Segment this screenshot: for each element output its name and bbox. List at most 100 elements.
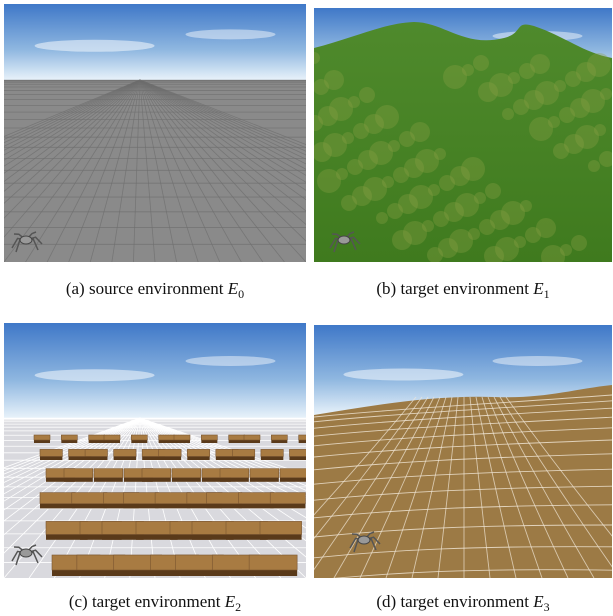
grass-patch [559, 107, 575, 123]
tile [63, 468, 94, 478]
tile [113, 449, 137, 457]
grid-line [139, 79, 306, 165]
grid-line [139, 79, 306, 183]
grass-patch [490, 210, 510, 230]
caption-symbol: E [533, 592, 544, 611]
grass-patch [434, 148, 446, 160]
grass-patch [565, 71, 581, 87]
tile [279, 468, 306, 478]
terrain-line [487, 396, 569, 578]
tile [171, 468, 202, 478]
tile [141, 468, 172, 478]
grass-patch [588, 160, 600, 172]
grid-line [4, 79, 141, 204]
tile-side [123, 503, 159, 509]
robot-body [337, 235, 351, 245]
terrain-line [314, 468, 612, 485]
tile-side [186, 503, 223, 509]
grass-patch [536, 218, 556, 238]
terrain-line [314, 524, 612, 538]
grid-line [4, 79, 141, 151]
caption-label: (a) [65, 279, 85, 298]
grass-patch [468, 228, 480, 240]
scene-image [4, 323, 306, 578]
caption: (d) target environment E3 [310, 592, 613, 615]
grass-patch [415, 149, 439, 173]
grass-patch [342, 132, 354, 144]
tile [289, 449, 306, 457]
terrain [314, 385, 612, 578]
terrain-line [314, 416, 612, 437]
terrain-line [481, 396, 543, 578]
tile [131, 434, 148, 441]
grass-patch [324, 70, 344, 90]
tile-side [238, 503, 274, 509]
robot-body [19, 548, 33, 558]
tile-side [46, 534, 88, 540]
grass-patch [525, 227, 541, 243]
grid-line [139, 79, 221, 262]
grass-patch [570, 98, 590, 118]
grass-patch [455, 193, 479, 217]
grass-patch [553, 143, 569, 159]
tile-side [64, 477, 93, 482]
grass-patch [502, 108, 514, 120]
grass-patch [524, 90, 544, 110]
grass-patch [479, 219, 495, 235]
grass-patch [318, 106, 338, 126]
terrain-line [333, 396, 435, 578]
grass-patch [473, 55, 489, 71]
grid-line [139, 79, 306, 226]
grass-patch [541, 245, 565, 262]
grass-patch [484, 246, 504, 262]
cloud [185, 29, 276, 40]
tile-side [113, 570, 162, 576]
tile [238, 492, 274, 504]
grass-patch [359, 87, 375, 103]
tile-side [150, 570, 199, 576]
grass-patch [347, 159, 363, 175]
terrain-line [411, 396, 453, 578]
grid-line [139, 79, 285, 262]
grid-line [4, 79, 141, 144]
grid-line [4, 79, 141, 219]
tile-side [142, 456, 165, 460]
terrain-line [314, 396, 417, 516]
tile-side [215, 456, 239, 460]
grass-patch [594, 124, 606, 136]
grass-patch [376, 212, 388, 224]
tile-side [71, 503, 107, 509]
cloud [492, 356, 583, 366]
tile [84, 449, 108, 457]
terrain-line [437, 396, 459, 578]
terrain-line [493, 396, 595, 578]
terrain-line [505, 396, 612, 537]
grid-line [4, 79, 141, 167]
tile-side [232, 456, 255, 460]
grid-line [139, 79, 156, 262]
tile-side [80, 534, 122, 540]
caption-label: (b) [376, 279, 397, 298]
tile-side [113, 456, 137, 460]
grid-line [4, 417, 141, 511]
tile [158, 434, 175, 441]
grass-patch [581, 89, 605, 113]
caption-text: target environment [400, 592, 529, 611]
grass-patch [393, 167, 409, 183]
terrain-line [359, 396, 441, 578]
tile [61, 434, 78, 441]
tile-side [46, 477, 75, 482]
grass-patch [564, 134, 584, 154]
grid-line [139, 79, 306, 149]
grass-patch [392, 230, 412, 250]
grass-patch [449, 229, 473, 253]
terrain-line [314, 427, 612, 447]
caption-subscript: 3 [543, 600, 550, 614]
grass-patch [443, 65, 467, 89]
tile-side [271, 440, 288, 443]
tile-side [85, 456, 108, 460]
grass-patch [501, 201, 525, 225]
tile [248, 554, 298, 571]
grid-line [4, 417, 141, 472]
tile [154, 492, 191, 504]
